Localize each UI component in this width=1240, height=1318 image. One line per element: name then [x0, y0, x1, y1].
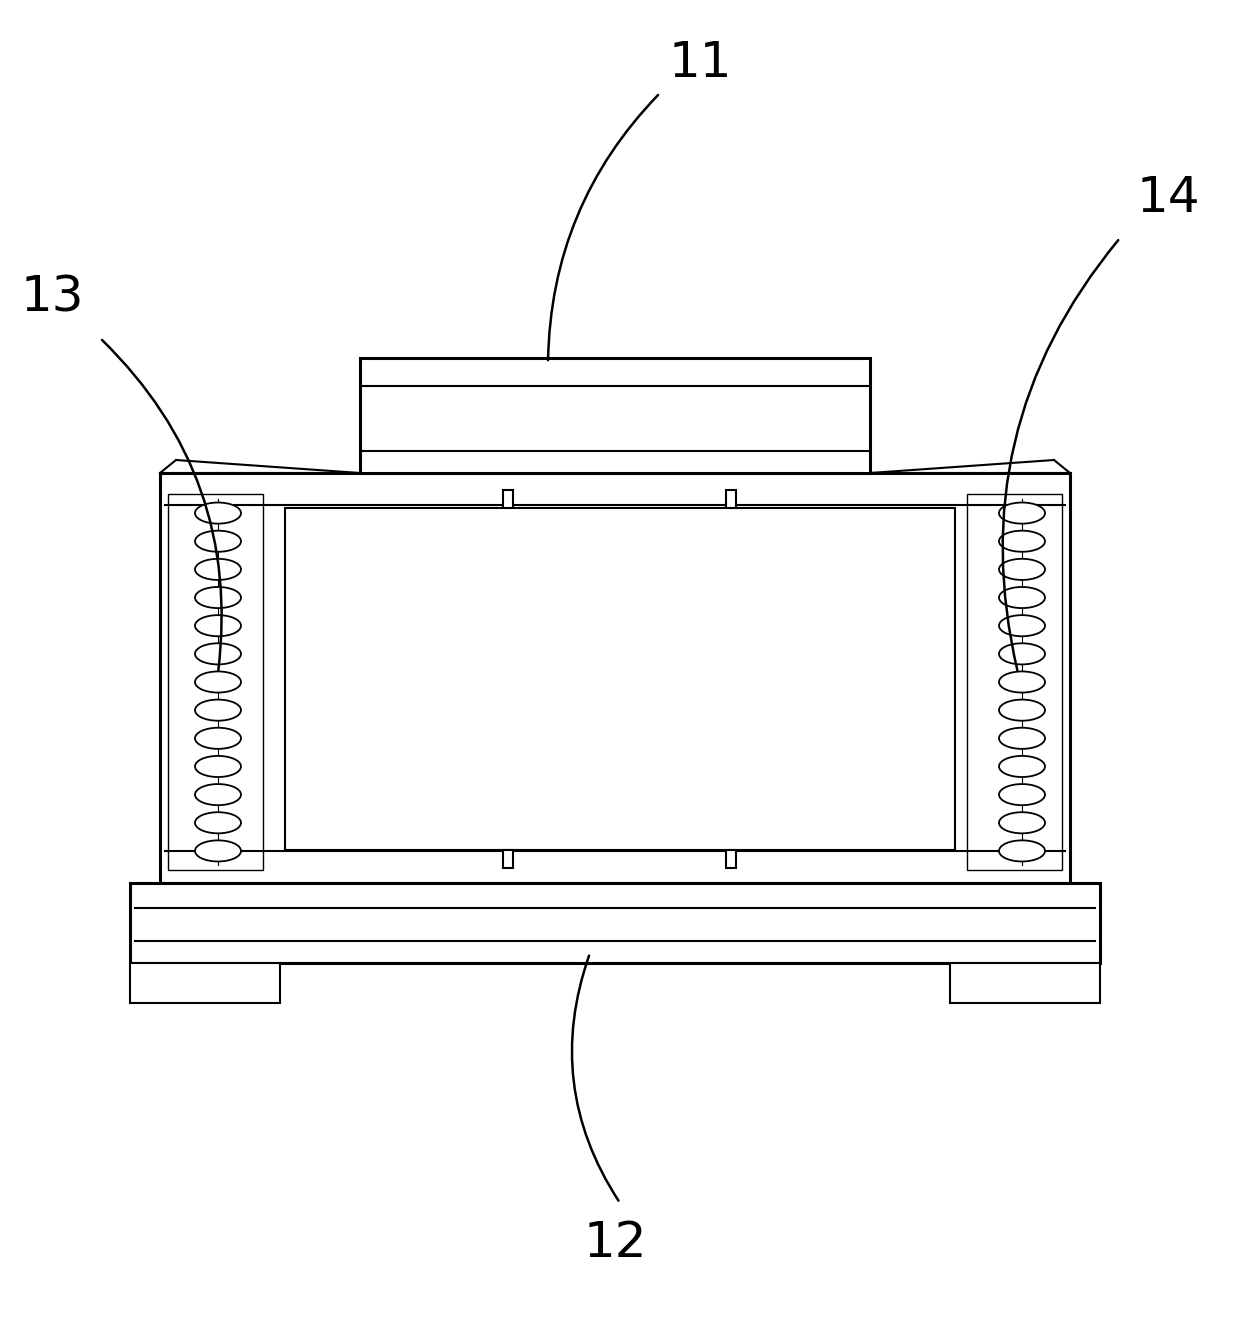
Bar [167, 494, 263, 870]
Bar [725, 850, 737, 869]
Ellipse shape [195, 616, 241, 637]
Bar [967, 494, 1061, 870]
Text: 14: 14 [1136, 174, 1200, 221]
Ellipse shape [195, 559, 241, 580]
Ellipse shape [195, 531, 241, 552]
Ellipse shape [999, 728, 1045, 749]
Ellipse shape [195, 502, 241, 523]
Ellipse shape [195, 671, 241, 692]
Ellipse shape [999, 671, 1045, 692]
Bar [503, 850, 513, 869]
Ellipse shape [195, 784, 241, 805]
Ellipse shape [999, 757, 1045, 778]
Bar [950, 963, 1100, 1003]
Ellipse shape [195, 587, 241, 608]
Bar [160, 473, 1070, 883]
Ellipse shape [999, 502, 1045, 523]
Ellipse shape [195, 643, 241, 664]
Bar [130, 963, 280, 1003]
Ellipse shape [195, 728, 241, 749]
Bar [285, 507, 955, 850]
Ellipse shape [195, 812, 241, 833]
Ellipse shape [999, 616, 1045, 637]
Ellipse shape [999, 784, 1045, 805]
Text: 12: 12 [583, 1219, 647, 1267]
Text: 11: 11 [668, 40, 732, 87]
Ellipse shape [999, 841, 1045, 862]
Bar [503, 490, 513, 507]
Text: 13: 13 [20, 274, 84, 322]
Ellipse shape [999, 559, 1045, 580]
Ellipse shape [999, 700, 1045, 721]
Ellipse shape [999, 812, 1045, 833]
Bar [725, 490, 737, 507]
Ellipse shape [999, 587, 1045, 608]
Ellipse shape [999, 531, 1045, 552]
Ellipse shape [195, 700, 241, 721]
Ellipse shape [999, 643, 1045, 664]
Bar [130, 883, 1100, 963]
Ellipse shape [195, 757, 241, 778]
Ellipse shape [195, 841, 241, 862]
Bar [360, 358, 870, 473]
